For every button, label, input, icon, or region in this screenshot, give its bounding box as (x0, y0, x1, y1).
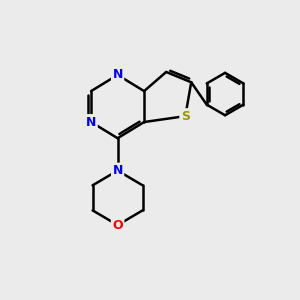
Text: S: S (181, 110, 190, 123)
Text: N: N (112, 68, 123, 81)
Text: O: O (112, 219, 123, 232)
Text: N: N (86, 116, 96, 128)
Text: N: N (112, 164, 123, 177)
